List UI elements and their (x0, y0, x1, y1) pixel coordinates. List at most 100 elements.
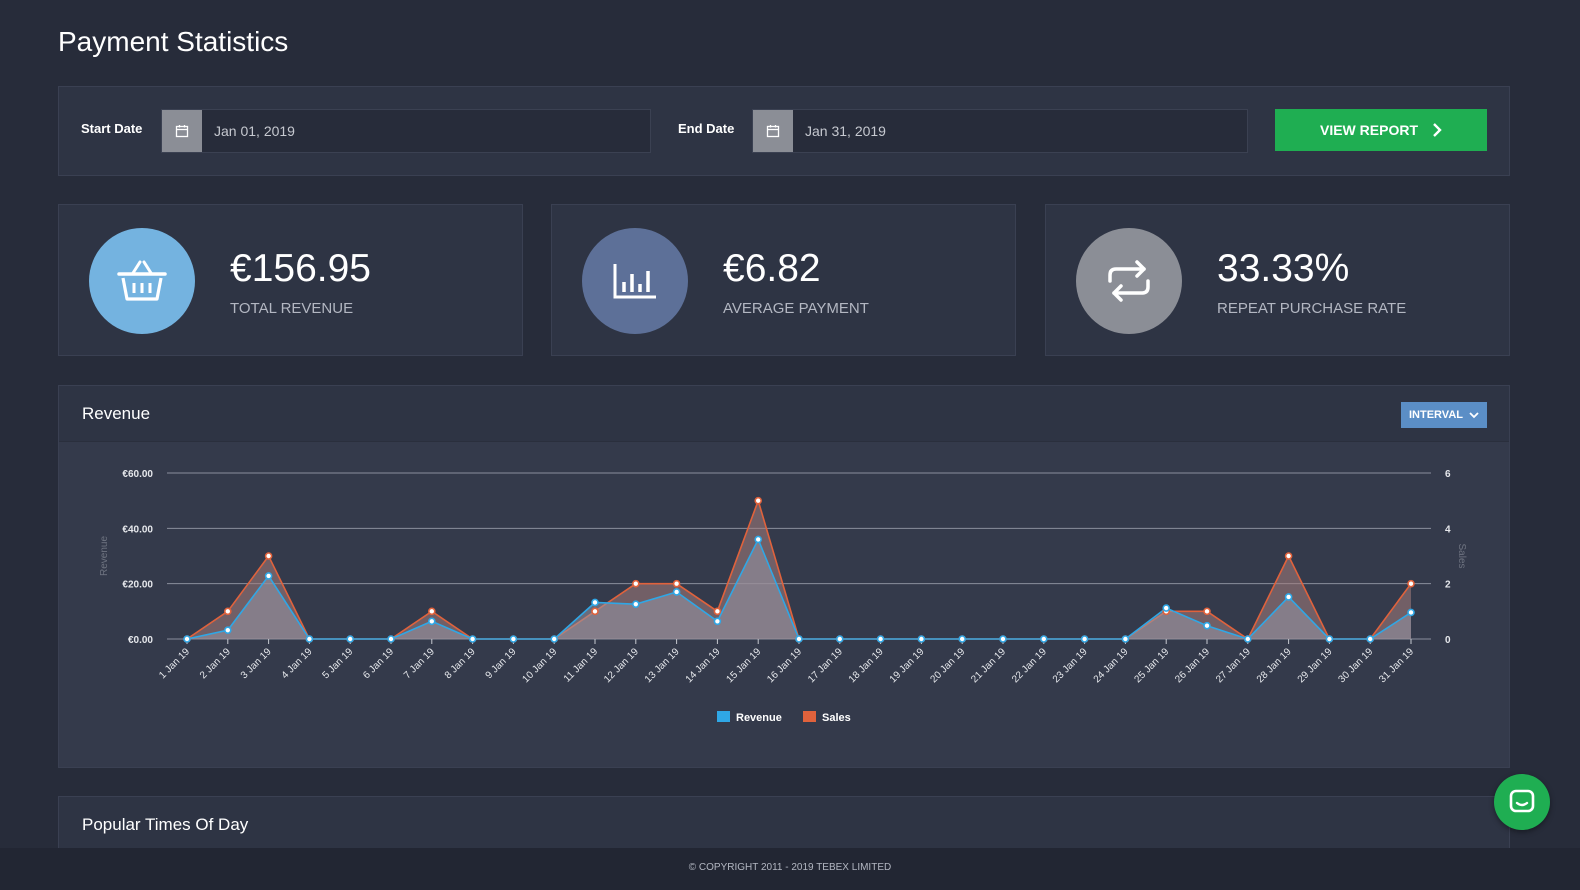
x-tick-label: 29 Jan 19 (1296, 646, 1335, 685)
data-point-sales (672, 579, 681, 588)
data-point-revenue (958, 635, 967, 643)
end-date-label: End Date (678, 121, 735, 136)
footer: © COPYRIGHT 2011 - 2019 TEBEX LIMITED (0, 848, 1580, 890)
x-tick-label: 15 Jan 19 (724, 646, 763, 685)
x-tick-label: 26 Jan 19 (1173, 646, 1212, 685)
data-point-revenue (224, 626, 232, 634)
chevron-right-icon (1433, 123, 1442, 137)
total-revenue-value: €156.95 (230, 247, 371, 290)
total-revenue-card: €156.95 TOTAL REVENUE (58, 204, 523, 356)
bar-chart-icon (582, 228, 688, 334)
data-point-revenue (1039, 635, 1048, 643)
x-tick-label: 30 Jan 19 (1336, 646, 1375, 685)
repeat-purchase-label: REPEAT PURCHASE RATE (1217, 300, 1407, 317)
data-point-revenue (427, 617, 436, 626)
copyright-text: © COPYRIGHT 2011 - 2019 TEBEX LIMITED (688, 862, 892, 873)
end-date-input[interactable] (793, 110, 1247, 152)
revenue-panel-header: Revenue INTERVAL (59, 386, 1509, 442)
y-left-tick-label: €20.00 (122, 580, 153, 591)
date-filter-bar: Start Date End Date VIEW REPORT (58, 86, 1510, 176)
data-point-revenue (999, 635, 1007, 643)
revenue-panel: Revenue INTERVAL €0.00 €20.00 €40.00 €60.00… (58, 385, 1510, 768)
x-tick-label: 17 Jan 19 (806, 646, 845, 685)
x-tick-label: 3 Jan 19 (239, 646, 274, 681)
x-tick-label: 2 Jan 19 (198, 646, 233, 681)
series-line-sales (186, 498, 1412, 641)
x-tick-label: 13 Jan 19 (643, 646, 682, 685)
average-payment-card: €6.82 AVERAGE PAYMENT (551, 204, 1016, 356)
data-point-revenue (346, 635, 355, 643)
chat-button[interactable] (1494, 774, 1550, 830)
x-tick-label: 8 Jan 19 (443, 646, 478, 681)
data-point-sales (264, 552, 273, 560)
data-point-revenue (1121, 635, 1130, 643)
data-point-revenue (795, 635, 803, 643)
total-revenue-label: TOTAL REVENUE (230, 300, 354, 317)
data-point-revenue (509, 635, 518, 643)
start-date-label: Start Date (81, 121, 143, 136)
y-left-tick-label: €40.00 (122, 524, 153, 535)
data-point-revenue (305, 635, 314, 643)
x-tick-label: 11 Jan 19 (562, 646, 601, 685)
x-tick-label: 5 Jan 19 (320, 646, 355, 681)
x-tick-label: 14 Jan 19 (684, 646, 723, 685)
x-tick-label: 31 Jan 19 (1377, 646, 1416, 685)
series-line-revenue (186, 537, 1412, 640)
data-point-revenue (1366, 635, 1374, 643)
x-tick-label: 21 Jan 19 (969, 646, 1008, 685)
series-area-revenue (187, 539, 1411, 639)
y-right-tick-label: 0 (1445, 635, 1451, 646)
x-tick-label: 19 Jan 19 (888, 646, 927, 685)
y-right-tick-label: 4 (1445, 524, 1451, 535)
revenue-panel-title: Revenue (82, 404, 151, 423)
data-point-revenue (1284, 593, 1293, 601)
x-tick-label: 12 Jan 19 (602, 646, 641, 685)
revenue-chart: €0.00 €20.00 €40.00 €60.00 0 2 4 6 Revenue Sales 1… (99, 469, 1467, 724)
popular-times-title: Popular Times Of Day (82, 815, 249, 834)
x-tick-label: 22 Jan 19 (1010, 646, 1049, 685)
basket-icon (89, 228, 195, 334)
data-point-revenue (1203, 621, 1211, 630)
y-right-tick-label: 2 (1445, 580, 1451, 591)
data-point-revenue (876, 635, 885, 643)
data-point-sales (1407, 579, 1415, 588)
view-report-button[interactable]: VIEW REPORT (1275, 109, 1487, 151)
start-date-field[interactable] (161, 109, 651, 153)
x-tick-label: 10 Jan 19 (520, 646, 559, 685)
data-point-revenue (1407, 608, 1415, 617)
start-date-input[interactable] (202, 110, 650, 152)
x-tick-label: 25 Jan 19 (1132, 646, 1171, 685)
data-point-revenue (1244, 635, 1252, 643)
data-point-revenue (672, 588, 681, 596)
series-area-sales (187, 500, 1411, 639)
x-tick-label: 20 Jan 19 (928, 646, 967, 685)
calendar-icon[interactable] (162, 110, 202, 152)
x-tick-label: 28 Jan 19 (1255, 646, 1294, 685)
repeat-purchase-card: 33.33% REPEAT PURCHASE RATE (1045, 204, 1510, 356)
data-point-revenue (1080, 635, 1089, 643)
data-point-revenue (468, 635, 477, 643)
end-date-field[interactable] (752, 109, 1248, 153)
data-point-revenue (387, 635, 395, 643)
interval-dropdown[interactable]: INTERVAL (1401, 402, 1487, 428)
x-tick-label: 7 Jan 19 (402, 646, 437, 681)
data-point-revenue (183, 635, 191, 643)
data-point-sales (713, 607, 722, 616)
data-point-revenue (1162, 604, 1170, 612)
data-point-revenue (835, 635, 844, 643)
y-left-tick-label: €0.00 (128, 635, 153, 646)
calendar-icon[interactable] (753, 110, 793, 152)
data-point-sales (1284, 552, 1293, 560)
data-point-revenue (917, 635, 926, 643)
view-report-label: VIEW REPORT (1319, 122, 1418, 138)
y-left-axis-label: Revenue (99, 536, 110, 576)
data-point-revenue (713, 617, 722, 626)
x-tick-label: 16 Jan 19 (765, 646, 804, 685)
legend-label: Sales (822, 712, 851, 724)
data-point-revenue (631, 600, 640, 608)
chat-icon (1509, 789, 1535, 813)
repeat-purchase-value: 33.33% (1217, 247, 1350, 290)
y-right-axis-label: Sales (1456, 543, 1467, 568)
data-point-sales (224, 607, 232, 616)
repeat-icon (1076, 228, 1182, 334)
